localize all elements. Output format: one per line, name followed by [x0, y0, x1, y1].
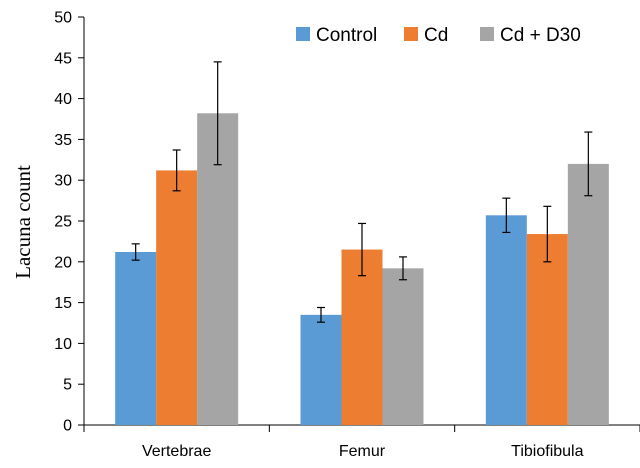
legend-swatch — [296, 27, 310, 41]
y-axis-title: Lacuna count — [11, 165, 35, 279]
y-tick-label: 25 — [54, 214, 72, 231]
legend: Control Cd Cd + D30 — [296, 25, 581, 46]
bar — [526, 234, 568, 425]
legend-swatch — [404, 27, 418, 41]
y-tick-label: 35 — [54, 132, 72, 149]
bar — [382, 268, 424, 425]
y-tick-label: 45 — [54, 50, 72, 67]
x-tick-label: Tibiofibula — [511, 443, 583, 460]
bar — [115, 252, 157, 425]
bar — [300, 314, 342, 425]
y-tick-label: 40 — [54, 91, 72, 108]
y-tick-label: 15 — [54, 295, 72, 312]
y-tick-label: 30 — [54, 173, 72, 190]
bar — [485, 215, 527, 425]
legend-label: Cd — [424, 25, 448, 46]
x-tick-label: Vertebrae — [142, 443, 211, 460]
y-tick-label: 20 — [54, 254, 72, 271]
y-tick-label: 50 — [54, 10, 72, 27]
legend-swatch — [480, 27, 494, 41]
y-tick-label: 0 — [63, 418, 72, 435]
bar — [156, 170, 198, 425]
y-tick-label: 5 — [63, 377, 72, 394]
bar — [341, 249, 383, 425]
x-tick-label: Femur — [339, 443, 386, 460]
legend-label: Control — [316, 25, 377, 46]
legend-label: Cd + D30 — [500, 25, 581, 46]
bar — [567, 163, 609, 425]
y-tick-label: 10 — [54, 336, 72, 353]
